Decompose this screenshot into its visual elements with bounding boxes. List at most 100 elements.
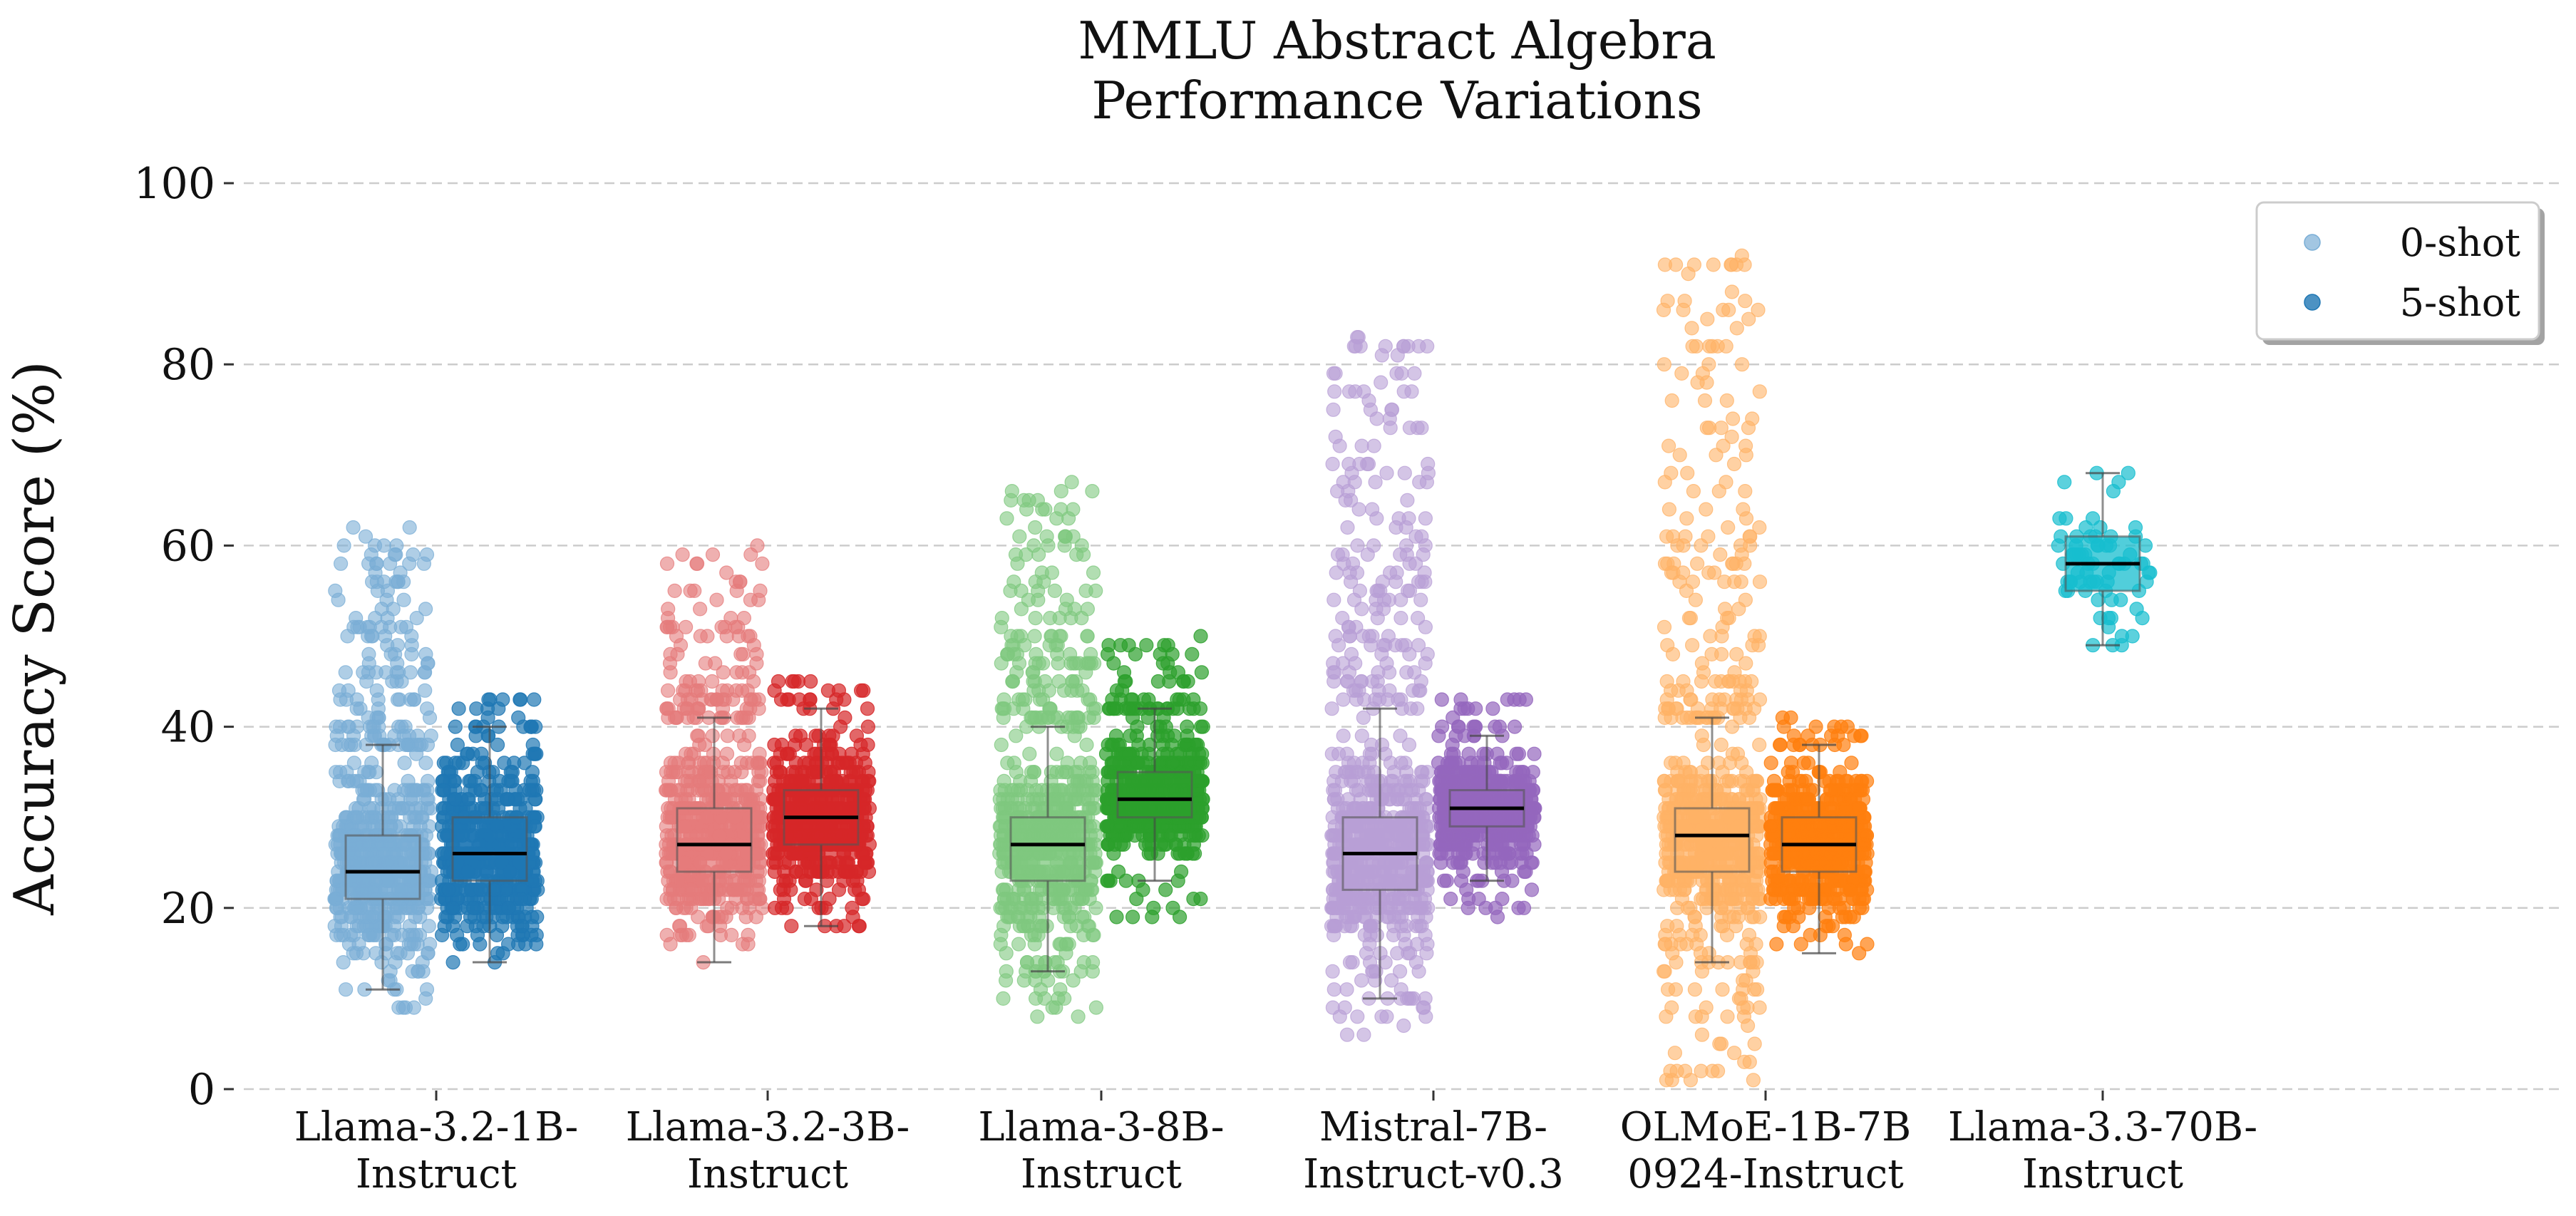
data-point (1334, 773, 1349, 789)
data-point (1688, 1009, 1703, 1024)
data-point (1352, 583, 1368, 599)
data-point (1354, 438, 1369, 453)
data-point (1680, 465, 1695, 480)
y-axis-label: Accuracy Score (%) (3, 361, 67, 916)
data-point (1656, 302, 1671, 317)
data-point (1729, 321, 1744, 336)
data-point (445, 900, 460, 915)
data-point (1681, 267, 1696, 282)
data-point (1672, 448, 1687, 463)
data-point (1398, 638, 1413, 653)
data-point (699, 891, 713, 907)
data-point (1326, 402, 1341, 417)
data-point (1339, 982, 1354, 997)
data-point (1660, 638, 1675, 653)
data-point (1064, 475, 1079, 490)
data-point (860, 737, 875, 753)
data-point (749, 656, 764, 671)
data-point (1752, 384, 1767, 399)
data-point (1371, 665, 1386, 680)
data-point (530, 910, 545, 924)
data-point (674, 927, 690, 943)
data-point (418, 683, 433, 698)
data-point (723, 773, 738, 789)
data-point (1690, 375, 1705, 390)
data-point (994, 927, 1009, 943)
data-point (1403, 701, 1418, 716)
data-point (421, 946, 436, 961)
data-point (1371, 891, 1386, 907)
data-point (1381, 592, 1397, 607)
data-point (529, 927, 544, 943)
data-point (1734, 248, 1749, 263)
data-point (406, 547, 421, 562)
data-point (743, 701, 758, 716)
data-point (1068, 710, 1083, 726)
data-point (344, 910, 359, 924)
data-point (1051, 991, 1066, 1006)
data-point (735, 665, 750, 680)
data-point (448, 792, 463, 807)
data-point (733, 646, 748, 662)
x-tick-label: 0924-Instruct (1627, 1151, 1904, 1197)
data-point (1354, 674, 1369, 689)
data-point (1391, 692, 1406, 707)
data-point (1390, 348, 1405, 363)
data-point (1657, 710, 1672, 726)
data-point (448, 719, 463, 734)
data-point (394, 800, 410, 816)
data-point (705, 728, 720, 743)
data-point (451, 701, 466, 716)
data-point (1418, 619, 1433, 634)
data-point (515, 919, 530, 934)
data-point (1729, 646, 1744, 662)
data-point (1350, 1009, 1365, 1024)
data-point (500, 792, 515, 807)
data-point (781, 692, 796, 707)
data-point (1081, 656, 1096, 671)
data-point (1747, 982, 1762, 997)
data-point (994, 737, 1009, 753)
data-point (1325, 456, 1340, 472)
data-point (1711, 1063, 1726, 1078)
data-point (1739, 937, 1754, 952)
data-point (461, 792, 476, 807)
data-point (1389, 366, 1404, 381)
data-point (684, 692, 699, 707)
data-point (1393, 728, 1408, 743)
chart-title-line: MMLU Abstract Algebra (1078, 11, 1716, 71)
data-point (1721, 302, 1736, 317)
data-point (660, 619, 675, 634)
data-point (698, 656, 713, 671)
data-point (1717, 574, 1732, 589)
data-point (513, 891, 529, 907)
data-point (1417, 565, 1432, 580)
data-point (1053, 629, 1068, 644)
data-point (754, 765, 769, 780)
data-point (1016, 919, 1031, 934)
data-point (1714, 900, 1729, 915)
data-point (1726, 456, 1742, 472)
data-point (1360, 547, 1375, 562)
data-point (790, 674, 806, 689)
data-point (1706, 257, 1721, 272)
data-point (1401, 991, 1416, 1006)
data-point (336, 954, 351, 970)
data-point (659, 701, 674, 716)
data-point (860, 719, 876, 734)
data-point (720, 900, 735, 915)
data-point (383, 819, 398, 834)
data-point (419, 982, 435, 997)
data-point (1694, 656, 1709, 671)
data-point (327, 919, 342, 934)
data-point (1740, 783, 1756, 798)
data-point (1085, 964, 1101, 979)
data-point (1028, 520, 1043, 535)
data-point (1336, 728, 1351, 743)
data-point (1063, 610, 1078, 626)
data-point (332, 900, 347, 915)
data-point (1702, 421, 1717, 436)
data-point (500, 937, 516, 952)
data-point (379, 592, 394, 607)
